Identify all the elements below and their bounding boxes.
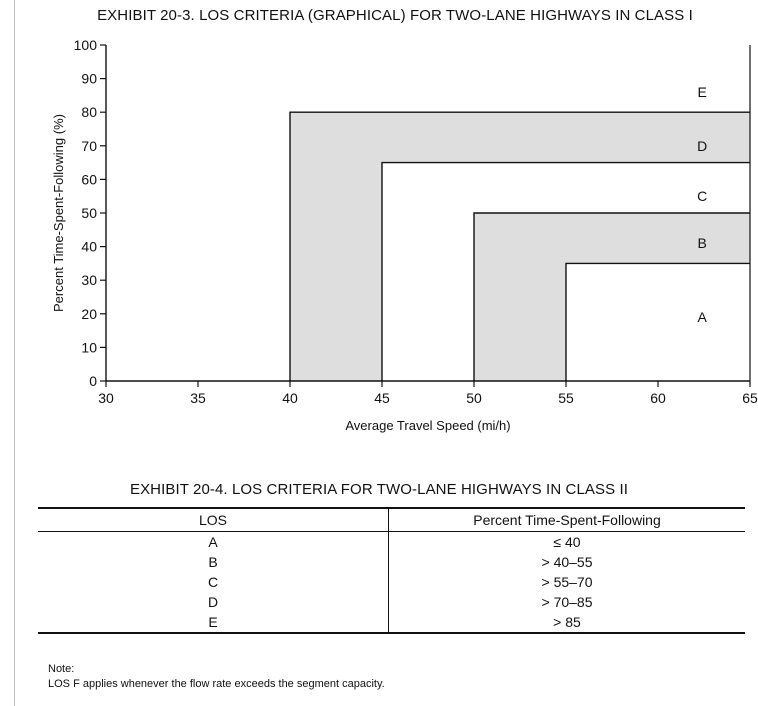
table-cell-los: A [38, 531, 389, 552]
table-cell-los: E [38, 612, 389, 634]
table-cell-percent: ≤ 40 [553, 534, 581, 550]
column-header-los: LOS [38, 507, 389, 532]
table-title: EXHIBIT 20-4. LOS CRITERIA FOR TWO-LANE … [129, 481, 629, 498]
y-tick-label: 40 [81, 239, 97, 255]
x-tick-label: 30 [98, 390, 114, 406]
region-labels: E D C B A [697, 84, 707, 325]
x-tick-label: 45 [374, 390, 390, 406]
los-chart: 0 10 20 30 40 50 60 70 80 90 100 30 35 40 45 50 55 60 65 Av… [51, 37, 758, 433]
boundary-line-c [381, 161, 750, 381]
region-label-d: D [697, 138, 707, 154]
note-heading: Note: [48, 663, 75, 675]
table-cell-los: C [38, 572, 389, 592]
y-tick-label: 0 [89, 373, 97, 389]
region-a [566, 263, 750, 381]
boundary-line-a [565, 262, 750, 381]
table-cell-percent: > 40–55 [541, 554, 593, 570]
y-tick-label: 30 [81, 272, 97, 288]
region-label-b: B [697, 235, 706, 251]
y-tick-label: 90 [81, 71, 97, 87]
boundary-line-d [289, 111, 750, 381]
table-row: E > 85 [38, 612, 745, 634]
table-cell-los: B [38, 552, 389, 572]
region-label-c: C [697, 188, 707, 204]
y-tick-label: 100 [74, 37, 98, 53]
table-note: Note: LOS F applies whenever the flow ra… [48, 662, 385, 692]
chart-title: EXHIBIT 20-3. LOS CRITERIA (GRAPHICAL) F… [97, 7, 693, 24]
y-tick-label: 50 [81, 205, 97, 221]
table-row: D > 70–85 [38, 592, 745, 612]
x-tick-label: 50 [466, 390, 482, 406]
region-label-e: E [697, 84, 706, 100]
x-tick-label: 55 [558, 390, 574, 406]
x-tick-label: 40 [282, 390, 298, 406]
table-header-row: LOS Percent Time-Spent-Following [38, 507, 745, 532]
table-cell-percent: > 55–70 [541, 574, 593, 590]
y-tick-label: 20 [81, 306, 97, 322]
table-row: A ≤ 40 [38, 531, 745, 552]
table-cell-percent: > 85 [388, 612, 745, 634]
x-tick-label: 35 [190, 390, 206, 406]
y-tick-label: 70 [81, 138, 97, 154]
boundary-line-b [473, 212, 750, 381]
note-text: LOS F applies whenever the flow rate exc… [48, 678, 385, 690]
column-header-percent: Percent Time-Spent-Following [388, 507, 745, 532]
y-tick-label: 10 [81, 339, 97, 355]
table-cell-percent: > 70–85 [541, 594, 593, 610]
table-row: B > 40–55 [38, 552, 745, 572]
x-tick-label: 65 [742, 390, 758, 406]
x-tick-label: 60 [650, 390, 666, 406]
region-label-a: A [697, 309, 707, 325]
y-axis-label: Percent Time-Spent-Following (%) [51, 114, 66, 312]
los-regions [106, 45, 750, 381]
y-tick-label: 80 [81, 104, 97, 120]
table-row: C > 55–70 [38, 572, 745, 592]
y-tick-label: 60 [81, 171, 97, 187]
left-margin-rule [14, 0, 15, 706]
chart-axes: 0 10 20 30 40 50 60 70 80 90 100 30 35 40 45 50 55 60 65 Av… [51, 37, 758, 433]
x-axis-label: Average Travel Speed (mi/h) [345, 418, 510, 433]
los-criteria-table: LOS Percent Time-Spent-Following A ≤ 40 … [38, 507, 745, 634]
table-cell-los: D [38, 592, 389, 612]
